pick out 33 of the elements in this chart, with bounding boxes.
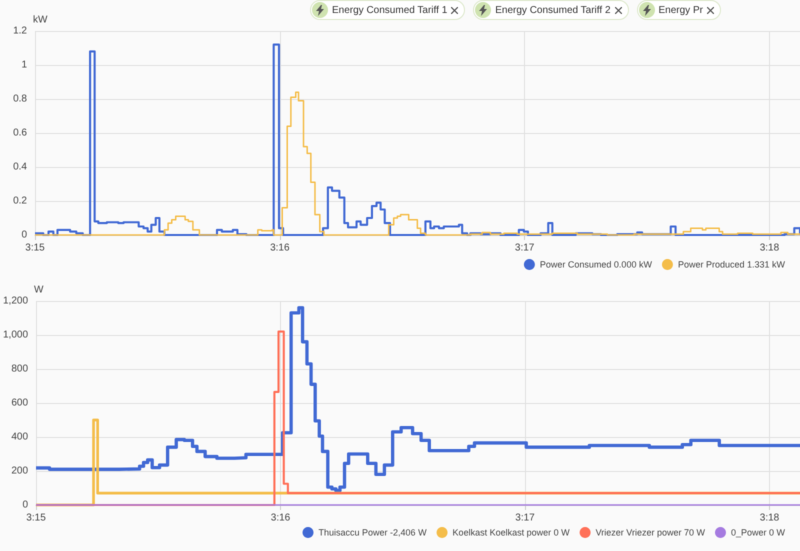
y-axis-title: kW — [33, 14, 48, 26]
y-tick-label: 1,200 — [2, 296, 28, 306]
x-tick-label: 3:15 — [25, 242, 46, 254]
y-tick-label: 0.6 — [13, 128, 28, 138]
text: Energy Consumed Tariff 1 — [332, 4, 448, 16]
y-tick-label: 800 — [11, 364, 28, 374]
x-tick-label: 3:15 — [26, 512, 46, 524]
y-axis-title: W — [34, 284, 44, 296]
y-tick-label: 200 — [11, 466, 28, 476]
text: Energy Consumed Tariff 2 — [495, 4, 610, 16]
legend-label: 0_Power 0 W — [730, 528, 786, 538]
legend-label: Power Consumed 0.000 kW — [540, 260, 652, 270]
y-tick-label: 1 — [21, 60, 28, 70]
legend-label: Vriezer Vriezer power 70 W — [596, 528, 706, 538]
y-tick-label: 400 — [11, 432, 28, 442]
text: Energy Pr — [658, 4, 703, 16]
y-tick-label: 600 — [11, 398, 28, 408]
y-tick-label: 0 — [22, 500, 28, 510]
y-tick-label: 1.2 — [13, 26, 28, 36]
legend-label: Thuisaccu Power -2,406 W — [318, 528, 428, 538]
x-tick-label: 3:17 — [515, 512, 536, 524]
y-tick-label: 0.4 — [13, 162, 28, 172]
x-tick-label: 3:16 — [270, 242, 290, 254]
x-tick-label: 3:16 — [270, 512, 291, 524]
y-tick-label: 1,000 — [2, 330, 28, 340]
legend-label: Koelkast Koelkast power 0 W — [452, 528, 570, 538]
y-tick-label: 0 — [21, 230, 28, 240]
x-tick-label: 3:18 — [760, 242, 780, 254]
y-tick-label: 0.2 — [13, 196, 28, 206]
y-tick-label: 0.8 — [13, 94, 28, 104]
x-tick-label: 3:18 — [760, 512, 780, 524]
legend-label: Power Produced 1.331 kW — [678, 260, 786, 270]
x-tick-label: 3:17 — [514, 242, 535, 254]
